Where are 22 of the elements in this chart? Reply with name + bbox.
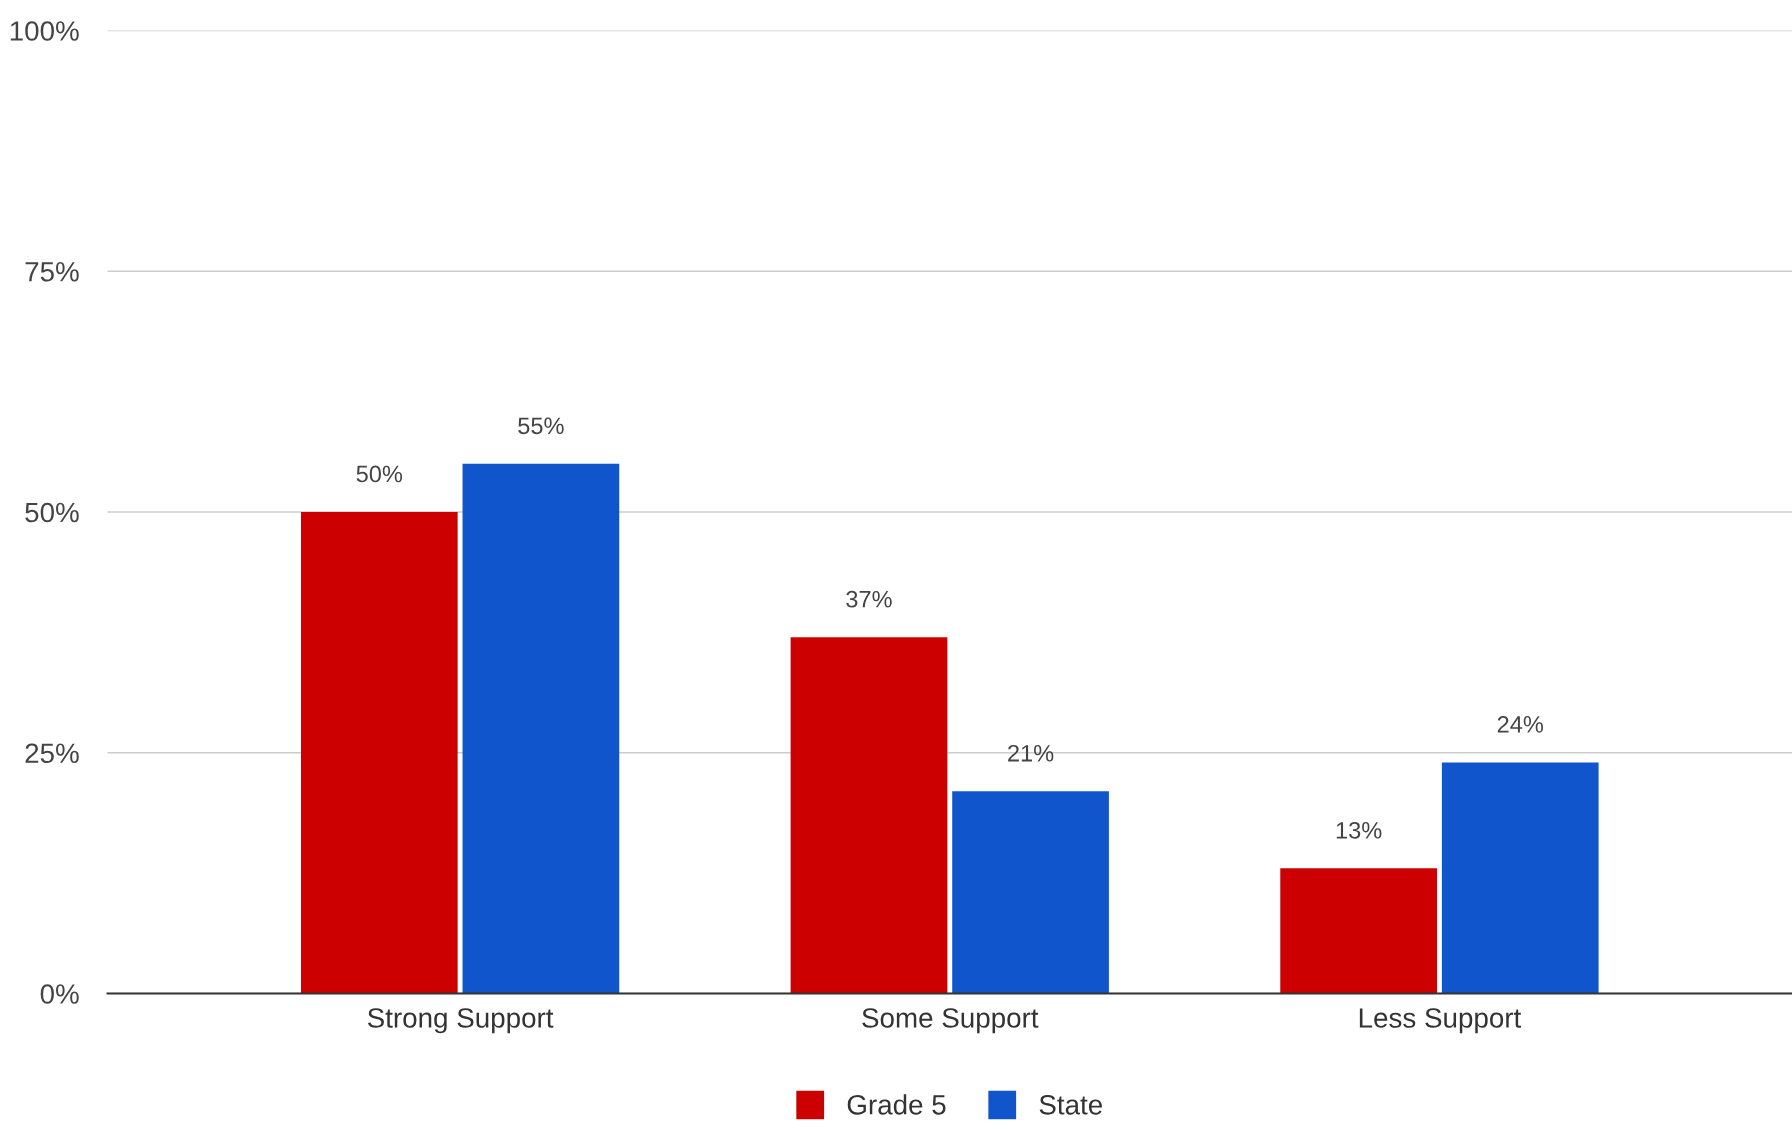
bar bbox=[1280, 868, 1437, 994]
data-label: 13% bbox=[1336, 821, 1382, 839]
y-tick-label: 100% bbox=[10, 21, 79, 41]
y-tick-label: 50% bbox=[25, 502, 79, 523]
data-label: 55% bbox=[518, 417, 564, 435]
bar bbox=[462, 463, 620, 994]
x-tick-label: Some Support bbox=[862, 1008, 1039, 1034]
data-label: 50% bbox=[356, 465, 403, 483]
y-tick-label: 75% bbox=[25, 262, 79, 282]
data-label: 37% bbox=[846, 590, 892, 608]
data-label: 21% bbox=[1008, 744, 1054, 762]
y-tick-label: 0% bbox=[40, 984, 79, 1004]
x-tick-label: Less Support bbox=[1359, 1008, 1522, 1034]
bar bbox=[300, 512, 458, 994]
y-tick-label: 25% bbox=[25, 743, 79, 764]
legend-label: Grade 5 bbox=[847, 1094, 946, 1115]
data-label: 24% bbox=[1497, 716, 1544, 733]
x-tick-label: Strong Support bbox=[367, 1008, 554, 1034]
bar bbox=[790, 637, 948, 994]
legend-label: State bbox=[1039, 1094, 1102, 1115]
bar bbox=[952, 791, 1109, 994]
bar bbox=[1441, 762, 1599, 994]
